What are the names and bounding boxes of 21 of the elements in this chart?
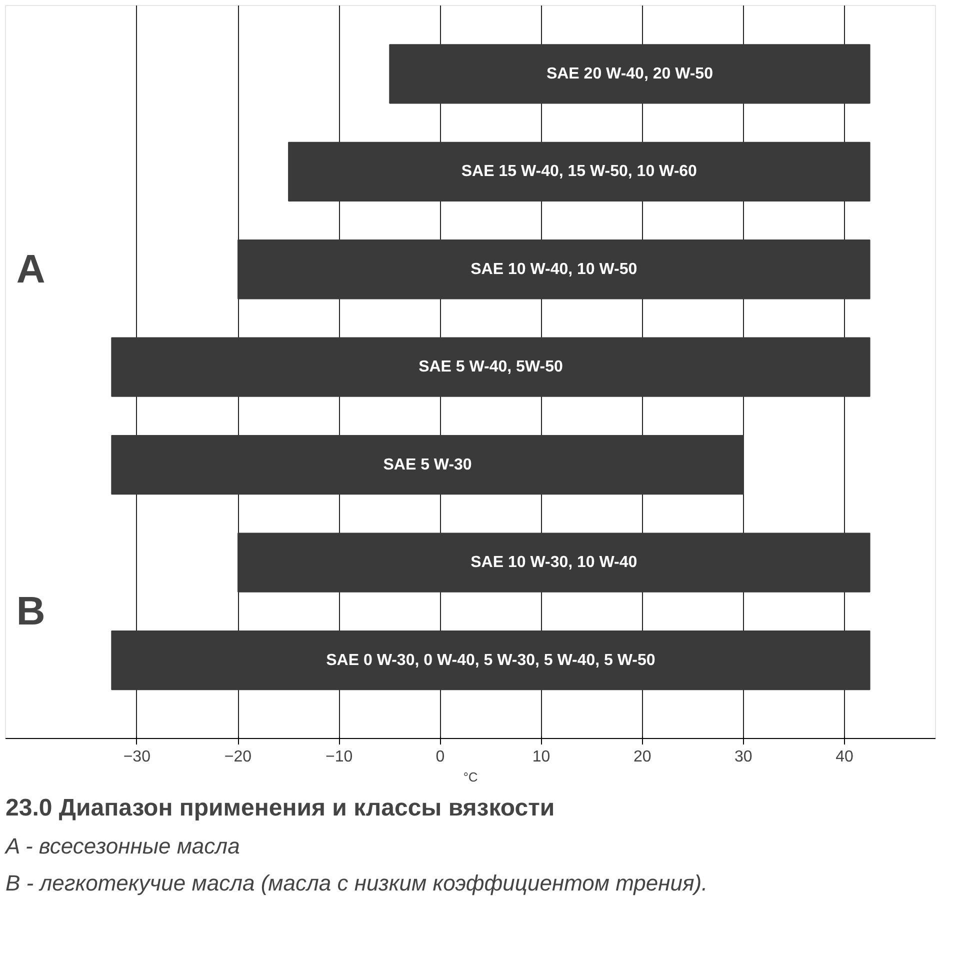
annotation: A	[16, 247, 46, 292]
x-tick-label: 30	[734, 748, 752, 766]
y-tick-label: SAE 5 W-40, 5W-50	[418, 358, 563, 376]
y-tick-label: SAE 20 W-40, 20 W-50	[546, 65, 714, 82]
x-tick-label: 0	[436, 748, 445, 766]
text: A - всесезонные масла	[4, 834, 240, 858]
x-axis-title: °C	[463, 770, 478, 784]
y-tick-label: SAE 0 W-30, 0 W-40, 5 W-30, 5 W-40, 5 W-50	[326, 652, 656, 669]
x-tick-label: 20	[633, 748, 652, 766]
text: B - легкотекучие масла (масла с низким коэффициентом трения).	[6, 870, 708, 896]
annotation: B	[16, 589, 46, 634]
x-tick-label: 10	[532, 748, 550, 766]
text: 23.0 Диапазон применения и классы вязкости	[6, 794, 555, 822]
y-tick-label: SAE 15 W-40, 15 W-50, 10 W-60	[461, 163, 698, 180]
y-tick-label: SAE 10 W-30, 10 W-40	[470, 554, 638, 572]
x-tick-label: −30	[123, 748, 151, 766]
y-tick-label: SAE 5 W-30	[383, 456, 472, 474]
x-tick-label: −10	[326, 748, 353, 766]
x-tick-label: 40	[836, 748, 854, 766]
x-tick-label: −20	[224, 748, 252, 766]
y-tick-label: SAE 10 W-40, 10 W-50	[470, 260, 638, 278]
